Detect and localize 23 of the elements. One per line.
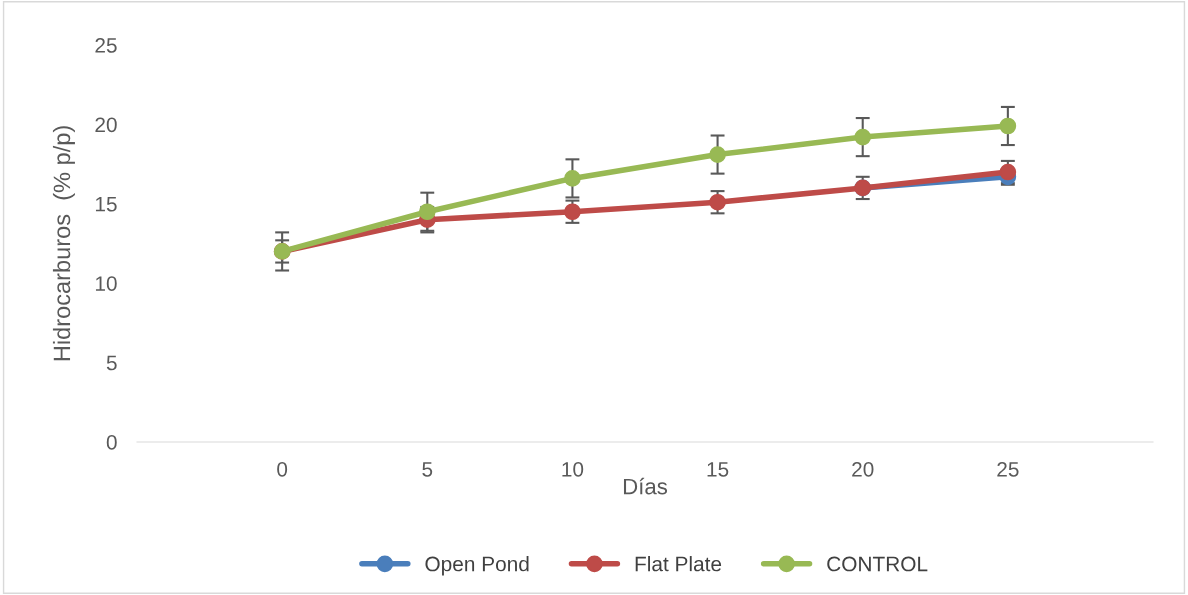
y-axis-title: Hidrocarburos (% p/p): [52, 126, 75, 361]
point: [999, 117, 1017, 135]
y-tick-label: 15: [95, 197, 117, 212]
y-tick-label: 10: [95, 276, 117, 291]
point: [564, 170, 581, 187]
point: [709, 193, 726, 211]
point: [709, 146, 726, 163]
x-tick-label: 25: [997, 461, 1019, 477]
legend-label: Flat Plate: [635, 556, 722, 572]
x-tick-label: 0: [277, 461, 288, 477]
legend-label: Open Pond: [425, 556, 529, 576]
y-tick-label: 0: [106, 435, 117, 450]
point: [418, 203, 436, 221]
legend-label: CONTROL: [827, 556, 928, 572]
x-tick-label: 5: [422, 462, 433, 477]
point: [854, 128, 872, 146]
x-axis-title: Días: [623, 477, 668, 495]
y-tick-label: 20: [95, 117, 117, 133]
x-tick-label: 10: [562, 461, 584, 477]
x-tick-label: 20: [852, 461, 874, 477]
x-tick-label: 15: [707, 462, 729, 477]
y-tick-label: 5: [106, 355, 117, 371]
y-tick-label: 25: [95, 38, 117, 53]
